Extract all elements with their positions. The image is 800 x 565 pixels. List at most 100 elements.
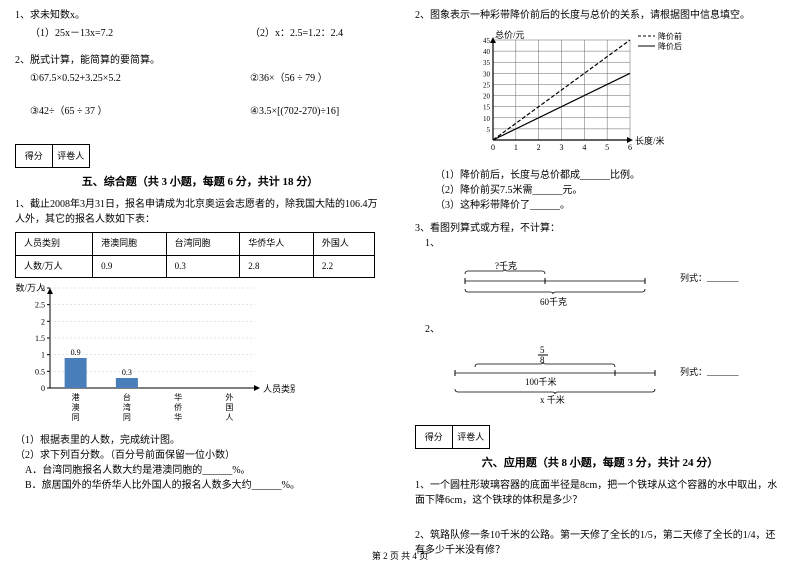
svg-text:30: 30 <box>483 70 491 78</box>
svg-text:2: 2 <box>41 317 45 326</box>
d2-bottom: x 千米 <box>540 394 565 405</box>
svg-text:台: 台 <box>123 392 131 402</box>
grader-label: 评卷人 <box>53 145 90 167</box>
section6-title: 六、应用题（共 8 小题，每题 3 分，共计 24 分） <box>415 454 785 470</box>
r-q3-title: 3、看图列算式或方程，不计算： <box>415 221 785 236</box>
score-label: 得分 <box>16 145 53 167</box>
svg-text:0: 0 <box>491 143 495 152</box>
svg-text:3: 3 <box>560 143 564 152</box>
r-q2-title: 2、图象表示一种彩带降价前后的长度与总价的关系，请根据图中信息填空。 <box>415 8 785 23</box>
q2-title: 2、脱式计算，能简算的要简算。 <box>15 53 385 68</box>
svg-text:4: 4 <box>582 143 586 152</box>
q1-item-1: （1）25x－13x=7.2 <box>30 26 150 41</box>
s6-q1: 1、一个圆柱形玻璃容器的底面半径是8cm，把一个铁球从这个容器的水中取出，水面下… <box>415 478 785 508</box>
svg-text:10: 10 <box>483 115 491 123</box>
td-3: 2.8 <box>240 255 314 278</box>
th-0: 人员类别 <box>16 233 93 256</box>
th-1: 港澳同胞 <box>93 233 167 256</box>
td-2: 0.3 <box>166 255 240 278</box>
s5-sub1: （1）根据表里的人数，完成统计图。 <box>15 433 385 448</box>
td-1: 0.9 <box>93 255 167 278</box>
s5-sub2a: A．台湾同胞报名人数大约是港澳同胞的______%。 <box>25 463 385 478</box>
svg-text:25: 25 <box>483 81 491 89</box>
svg-text:人员类别: 人员类别 <box>263 383 295 394</box>
s5-sub2b: B．旅居国外的华侨华人比外国人的报名人数多大约______%。 <box>25 478 385 493</box>
svg-text:15: 15 <box>483 104 491 112</box>
svg-text:1.5: 1.5 <box>35 334 45 343</box>
svg-text:1: 1 <box>41 351 45 360</box>
svg-text:同: 同 <box>123 413 131 422</box>
svg-text:胞: 胞 <box>72 422 80 423</box>
td-0: 人数/万人 <box>16 255 93 278</box>
svg-text:20: 20 <box>483 93 491 101</box>
svg-text:侨: 侨 <box>174 402 182 412</box>
d1-bottom: 60千克 <box>540 297 567 307</box>
q2-item-1: ①67.5×0.52+3.25×5.2 <box>30 71 150 86</box>
svg-text:华: 华 <box>174 412 182 422</box>
q1: 1、求未知数x。 （1）25x－13x=7.2 （2）x：2.5=1.2：2.4 <box>15 8 385 41</box>
diagram1-svg: ?千克 60千克 列式：_______ <box>445 259 765 309</box>
svg-text:华: 华 <box>174 392 182 402</box>
data-table: 人员类别 港澳同胞 台湾同胞 华侨华人 外国人 人数/万人 0.9 0.3 2.… <box>15 232 375 278</box>
r-q2-sub2: （2）降价前买7.5米需______元。 <box>435 183 785 198</box>
diagram2: 5 8 100千米 x 千米 列式：_______ <box>445 345 785 410</box>
th-2: 台湾同胞 <box>166 233 240 256</box>
r-q2: 2、图象表示一种彩带降价前后的长度与总价的关系，请根据图中信息填空。 降价前降价… <box>415 8 785 213</box>
svg-text:0.9: 0.9 <box>71 348 81 357</box>
svg-text:6: 6 <box>628 143 632 152</box>
r-q3: 3、看图列算式或方程，不计算： 1、 ?千克 60千克 列式：_______ 2… <box>415 221 785 410</box>
s5-q1-text: 1、截止2008年3月31日，报名申请成为北京奥运会志愿者的，除我国大陆的106… <box>15 197 385 227</box>
line-chart: 降价前降价后总价/元长度/米012345651015202530354045 <box>465 28 785 163</box>
svg-text:3: 3 <box>41 284 45 293</box>
q2-item-4: ④3.5×[(702-270)÷16] <box>250 104 370 119</box>
svg-text:2: 2 <box>537 143 541 152</box>
svg-text:0: 0 <box>41 384 45 393</box>
svg-text:0.5: 0.5 <box>35 367 45 376</box>
svg-text:5: 5 <box>487 126 491 134</box>
bar-chart: 人数/万人00.511.522.53港澳同胞台湾同胞华侨华人外国人人员类别0.9… <box>15 283 385 428</box>
svg-text:人: 人 <box>225 413 233 422</box>
svg-text:同: 同 <box>72 413 80 422</box>
td-4: 2.2 <box>313 255 374 278</box>
svg-text:湾: 湾 <box>123 402 131 412</box>
bar-chart-svg: 人数/万人00.511.522.53港澳同胞台湾同胞华侨华人外国人人员类别0.9… <box>15 283 295 423</box>
score-box-r: 得分 评卷人 <box>415 425 490 449</box>
d1-formula: 列式：_______ <box>680 272 739 283</box>
svg-text:45: 45 <box>483 37 491 45</box>
score-label-r: 得分 <box>416 426 453 448</box>
score-box: 得分 评卷人 <box>15 144 90 168</box>
svg-text:港: 港 <box>72 392 80 402</box>
svg-text:0.3: 0.3 <box>122 368 132 377</box>
s5-q1: 1、截止2008年3月31日，报名申请成为北京奥运会志愿者的，除我国大陆的106… <box>15 197 385 493</box>
svg-text:外: 外 <box>225 392 233 402</box>
th-3: 华侨华人 <box>240 233 314 256</box>
d2-middle: 100千米 <box>525 376 557 387</box>
r-q2-sub1: （1）降价前后，长度与总价都成______比例。 <box>435 168 785 183</box>
svg-text:国: 国 <box>225 403 233 412</box>
footer: 第 2 页 共 4 页 <box>0 549 800 562</box>
diagram1: ?千克 60千克 列式：_______ <box>445 259 785 314</box>
svg-text:总价/元: 总价/元 <box>495 29 525 40</box>
svg-text:胞: 胞 <box>123 422 131 423</box>
svg-text:2.5: 2.5 <box>35 301 45 310</box>
svg-text:降价前: 降价前 <box>658 31 682 41</box>
diagram2-svg: 5 8 100千米 x 千米 列式：_______ <box>445 345 765 405</box>
r-q2-sub3: （3）这种彩带降价了______。 <box>435 198 785 213</box>
svg-text:1: 1 <box>514 143 518 152</box>
q2-item-2: ②36×（56 ÷ 79 ） <box>250 71 370 86</box>
svg-text:35: 35 <box>483 59 491 67</box>
d2-frac-num: 5 <box>540 345 545 355</box>
s5-sub2: （2）求下列百分数。（百分号前面保留一位小数） <box>15 448 385 463</box>
q2-item-3: ③42÷（65 ÷ 37 ） <box>30 104 150 119</box>
d1-top: ?千克 <box>495 261 517 271</box>
line-chart-svg: 降价前降价后总价/元长度/米012345651015202530354045 <box>465 28 695 158</box>
svg-text:长度/米: 长度/米 <box>635 135 665 146</box>
q1-item-2: （2）x：2.5=1.2：2.4 <box>250 26 370 41</box>
grader-label-r: 评卷人 <box>453 426 490 448</box>
svg-text:40: 40 <box>483 48 491 56</box>
svg-text:降价后: 降价后 <box>658 41 682 51</box>
d2-formula: 列式：_______ <box>680 366 739 377</box>
section5-title: 五、综合题（共 3 小题，每题 6 分，共计 18 分） <box>15 173 385 189</box>
svg-text:澳: 澳 <box>72 402 80 412</box>
th-4: 外国人 <box>313 233 374 256</box>
